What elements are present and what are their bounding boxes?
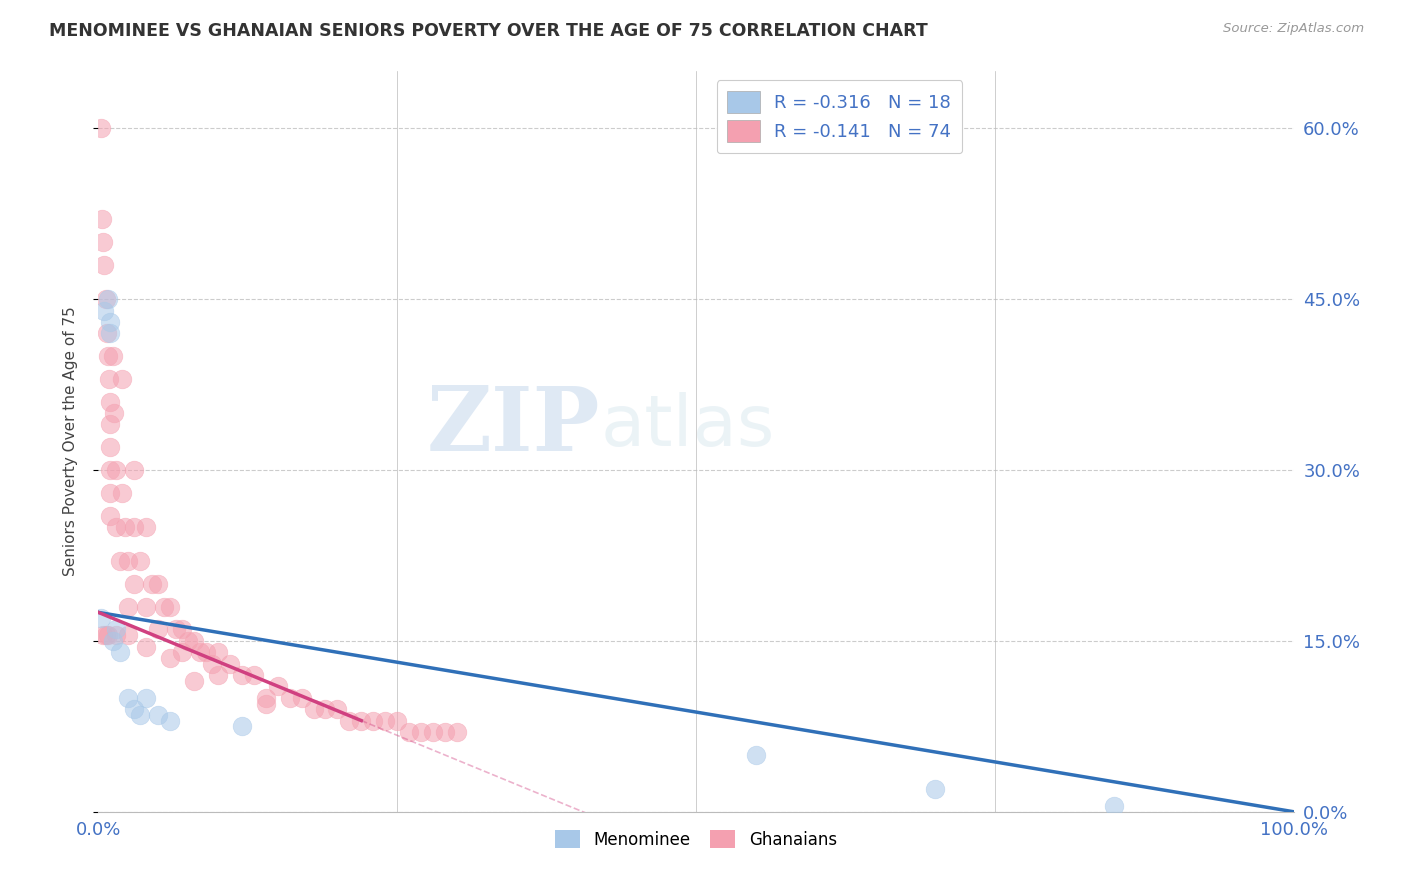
Point [117, 628, 139, 642]
Y-axis label: Seniors Poverty Over the Age of 75: Seniors Poverty Over the Age of 75 [63, 307, 77, 576]
Point [159, 599, 181, 614]
Point [97, 292, 120, 306]
Point [98, 463, 122, 477]
Point [159, 714, 181, 728]
Point [177, 633, 200, 648]
Point [350, 714, 373, 728]
Text: MENOMINEE VS GHANAIAN SENIORS POVERTY OVER THE AGE OF 75 CORRELATION CHART: MENOMINEE VS GHANAIAN SENIORS POVERTY OV… [49, 22, 928, 40]
Point [231, 668, 253, 682]
Point [243, 668, 266, 682]
Point [91, 628, 114, 642]
Point [98, 315, 122, 329]
Point [315, 702, 337, 716]
Point [101, 633, 124, 648]
Point [148, 577, 170, 591]
Point [124, 520, 146, 534]
Point [90, 611, 112, 625]
Point [172, 645, 194, 659]
Point [141, 577, 163, 591]
Point [385, 714, 409, 728]
Point [148, 707, 170, 722]
Point [124, 463, 146, 477]
Point [91, 235, 114, 250]
Point [117, 599, 139, 614]
Point [183, 633, 205, 648]
Point [93, 303, 115, 318]
Point [153, 599, 176, 614]
Point [924, 781, 946, 796]
Point [117, 554, 139, 568]
Point [93, 258, 115, 272]
Point [195, 645, 218, 659]
Point [326, 702, 349, 716]
Point [434, 725, 457, 739]
Point [135, 520, 157, 534]
Text: ZIP: ZIP [427, 384, 600, 470]
Point [374, 714, 396, 728]
Text: Source: ZipAtlas.com: Source: ZipAtlas.com [1223, 22, 1364, 36]
Point [165, 623, 187, 637]
Point [105, 628, 128, 642]
Point [159, 651, 181, 665]
Point [339, 714, 361, 728]
Point [97, 349, 120, 363]
Point [201, 657, 224, 671]
Point [411, 725, 433, 739]
Point [363, 714, 385, 728]
Point [302, 702, 325, 716]
Point [124, 577, 146, 591]
Point [114, 520, 136, 534]
Point [108, 554, 131, 568]
Point [117, 690, 139, 705]
Point [94, 628, 117, 642]
Point [98, 372, 121, 386]
Point [124, 702, 146, 716]
Point [98, 485, 122, 500]
Point [446, 725, 468, 739]
Point [98, 417, 122, 432]
Point [291, 690, 314, 705]
Point [172, 623, 194, 637]
Point [94, 292, 117, 306]
Point [745, 747, 768, 762]
Point [101, 349, 124, 363]
Point [135, 640, 157, 654]
Point [108, 645, 131, 659]
Point [98, 394, 122, 409]
Point [105, 520, 128, 534]
Point [135, 599, 157, 614]
Point [135, 690, 157, 705]
Point [96, 326, 118, 341]
Point [97, 628, 120, 642]
Point [207, 645, 229, 659]
Point [267, 680, 290, 694]
Point [98, 508, 122, 523]
Point [98, 440, 122, 454]
Point [398, 725, 420, 739]
Point [254, 690, 277, 705]
Point [98, 326, 122, 341]
Point [254, 697, 277, 711]
Point [105, 463, 128, 477]
Point [207, 668, 229, 682]
Point [219, 657, 242, 671]
Point [278, 690, 301, 705]
Point [103, 406, 125, 420]
Point [188, 645, 211, 659]
Point [129, 707, 152, 722]
Point [148, 623, 170, 637]
Point [422, 725, 444, 739]
Point [129, 554, 152, 568]
Text: atlas: atlas [600, 392, 775, 461]
Point [1104, 799, 1126, 814]
Point [91, 212, 114, 227]
Point [105, 623, 128, 637]
Point [111, 485, 134, 500]
Point [231, 719, 253, 733]
Point [90, 121, 112, 136]
Legend: Menominee, Ghanaians: Menominee, Ghanaians [548, 823, 844, 855]
Point [111, 372, 134, 386]
Point [183, 673, 205, 688]
